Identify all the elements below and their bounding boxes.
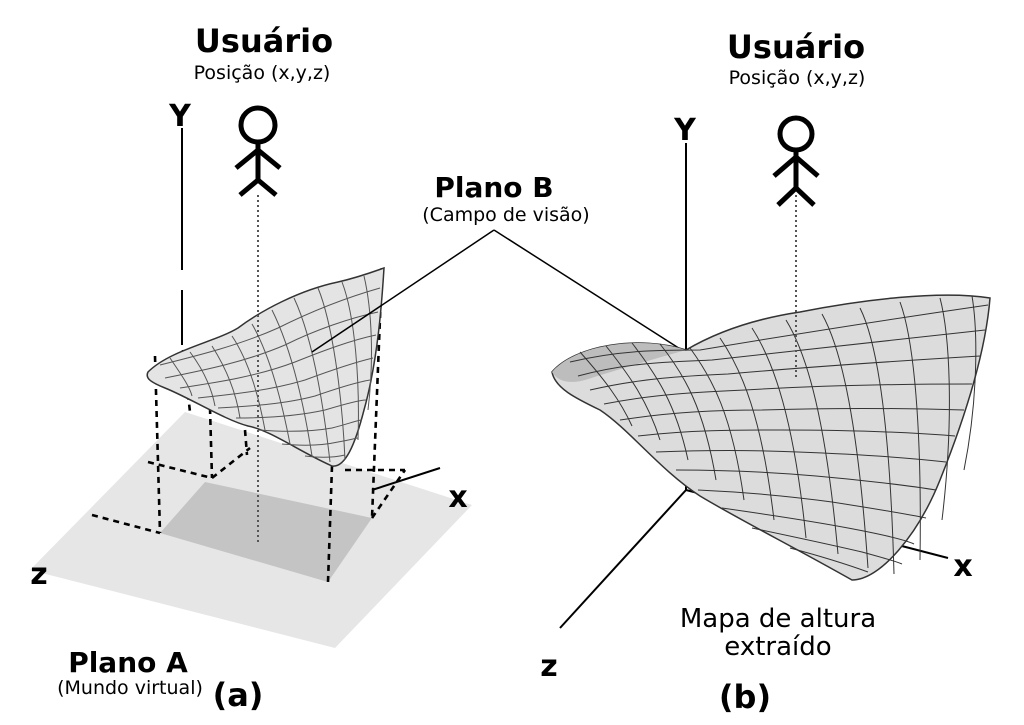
plane-b-subtitle: (Campo de visão) (422, 204, 589, 226)
axis-x-line-a (371, 467, 441, 491)
axis-x-label-b: x (953, 549, 972, 584)
projection-area (160, 482, 372, 582)
plane-b-title: Plano B (434, 171, 553, 204)
user-subtitle-a: Posição (x,y,z) (194, 62, 331, 84)
axis-x-label-a: x (448, 480, 467, 515)
heightmap-label-line1: Mapa de altura (680, 604, 876, 634)
heightmap-label-line2: extraído (724, 632, 831, 662)
axis-y-label-a: Y (168, 99, 192, 134)
surface-a (146, 266, 385, 467)
axis-z-label-b: z (540, 649, 557, 684)
user-figure-b (772, 115, 820, 207)
plane-a-subtitle: (Mundo virtual) (57, 677, 203, 699)
panel-a: Usuário Posição (x,y,z) Y x z Plano A (M… (30, 22, 472, 714)
user-figure-a (234, 105, 282, 197)
plane-b-callout: Plano B (Campo de visão) (311, 171, 761, 401)
user-subtitle-b: Posição (x,y,z) (729, 67, 866, 89)
user-title-b: Usuário (727, 28, 865, 66)
caption-b: (b) (719, 678, 771, 716)
axis-y-label-b: Y (673, 113, 697, 148)
panel-b: Usuário Posição (x,y,z) Y x z Mapa de al… (540, 28, 991, 716)
axis-z-line-b (559, 489, 687, 629)
caption-a: (a) (213, 676, 264, 714)
projection-guides (91, 267, 407, 583)
leader-line-a (311, 229, 495, 353)
axis-z-label-a: z (30, 557, 47, 592)
plane-a-title: Plano A (68, 646, 188, 679)
user-title-a: Usuário (195, 22, 333, 60)
surface-b (551, 294, 991, 581)
